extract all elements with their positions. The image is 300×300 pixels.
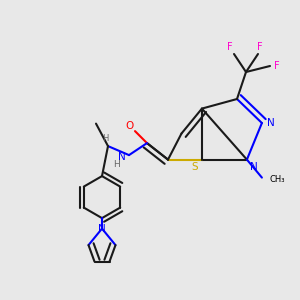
Text: H: H bbox=[102, 134, 109, 143]
Text: N: N bbox=[267, 118, 275, 128]
Text: N: N bbox=[98, 224, 106, 234]
Text: S: S bbox=[191, 162, 198, 172]
Text: CH₃: CH₃ bbox=[269, 176, 285, 184]
Text: H: H bbox=[113, 160, 120, 169]
Text: F: F bbox=[257, 42, 262, 52]
Text: N: N bbox=[118, 152, 125, 163]
Text: F: F bbox=[227, 42, 232, 52]
Text: O: O bbox=[125, 121, 134, 131]
Text: F: F bbox=[274, 61, 279, 71]
Text: N: N bbox=[250, 162, 257, 172]
